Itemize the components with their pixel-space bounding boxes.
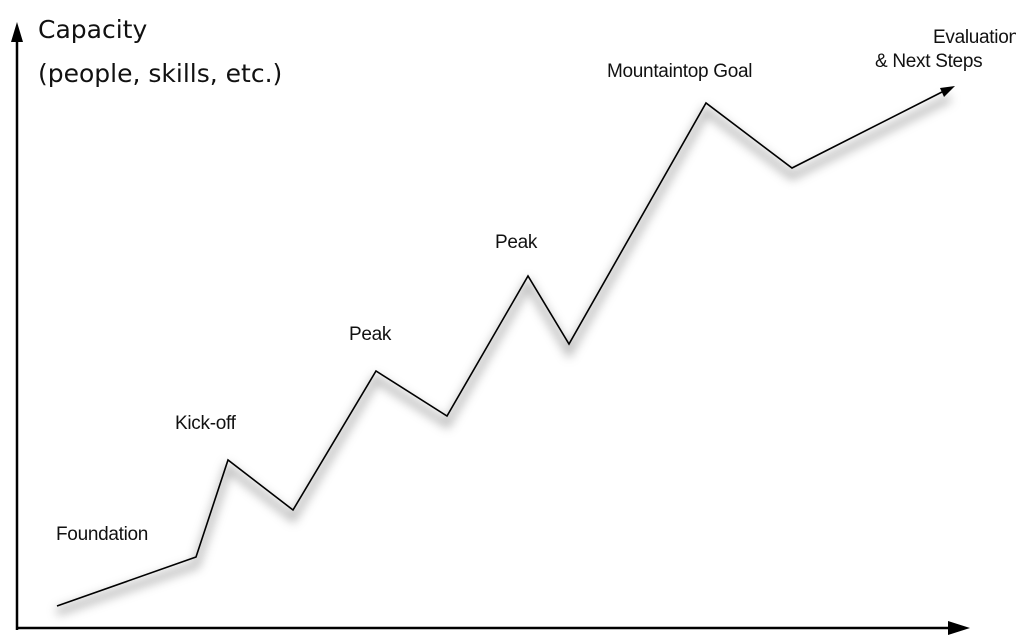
- capacity-path: [56, 91, 943, 607]
- stage-label: Evaluation: [933, 27, 1016, 48]
- y-axis-label: Capacity: [38, 15, 147, 44]
- stage-label: Peak: [349, 324, 392, 345]
- path-shadow: [55, 94, 952, 616]
- stage-label: Peak: [495, 232, 538, 253]
- x-axis-arrow: [948, 621, 970, 635]
- stage-label: & Next Steps: [875, 51, 982, 72]
- stage-label: Foundation: [56, 524, 148, 545]
- stage-label: Mountaintop Goal: [607, 61, 752, 82]
- stage-label: Kick-off: [175, 413, 237, 434]
- y-axis-label: (people, skills, etc.): [38, 59, 282, 88]
- path-arrow: [940, 86, 955, 97]
- y-axis-arrow: [11, 22, 23, 42]
